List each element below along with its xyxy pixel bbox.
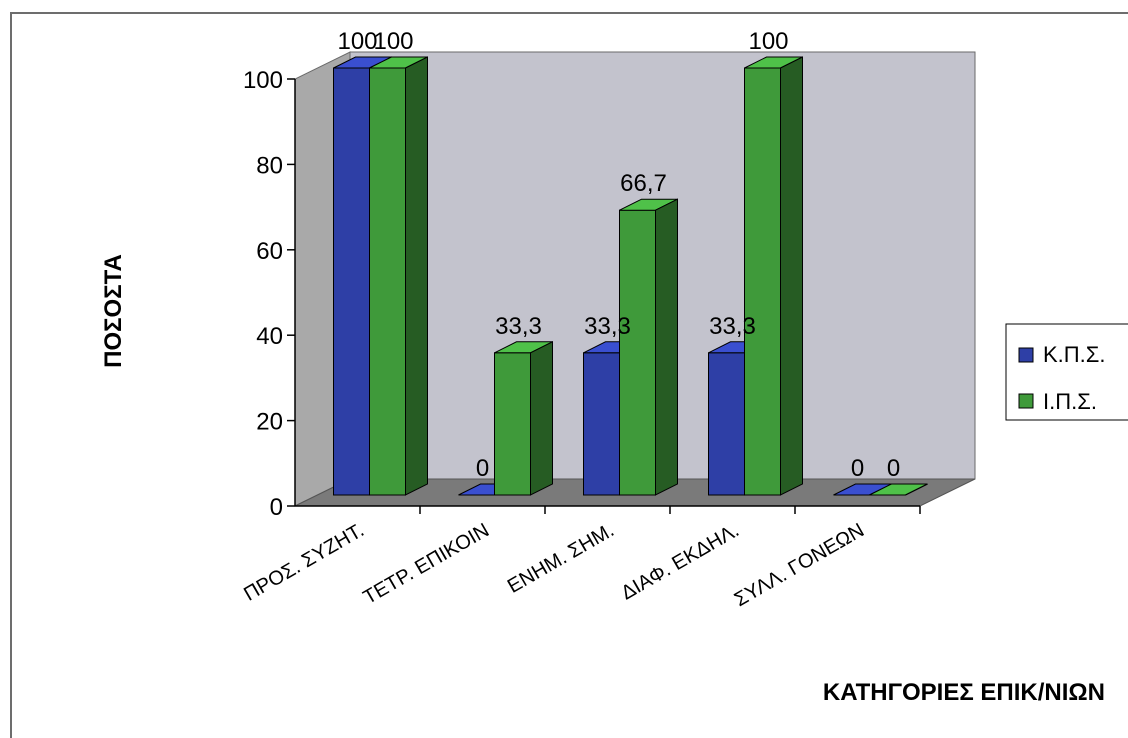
bar — [869, 483, 928, 496]
data-label: 66,7 — [620, 170, 667, 197]
x-tick-label: ΕΝΗΜ. ΣΗΜ. — [504, 519, 618, 598]
chart-frame — [10, 12, 1128, 738]
bar-front — [708, 352, 745, 496]
data-label: 0 — [887, 455, 900, 482]
bar — [744, 56, 803, 496]
bar-front — [369, 67, 406, 496]
data-label: 100 — [373, 28, 413, 55]
data-label: 33,3 — [709, 313, 756, 340]
y-axis: 0 20 40 60 80 100 — [243, 67, 921, 521]
bars — [333, 56, 928, 496]
y-axis-title: ΠΟΣΟΣΤΑ — [100, 254, 127, 368]
bar-side — [905, 483, 928, 496]
bar — [619, 198, 678, 496]
x-tick-label: ΣΥΛΛ. ΓΟΝΕΩΝ — [731, 519, 868, 611]
x-axis-labels: ΠΡΟΣ. ΣΥΖΗΤ.ΤΕΤΡ. ΕΠΙΚΟΙΝ ΕΝΗΜ. ΣΗΜ. ΔΙΑΦ.… — [240, 519, 868, 611]
y-tick-label: 80 — [256, 152, 283, 179]
bar-side — [655, 198, 678, 496]
bar-front — [583, 352, 620, 496]
legend-label-ips: Ι.Π.Σ. — [1043, 389, 1097, 414]
bar-side — [780, 56, 803, 496]
legend-swatch-kps — [1018, 347, 1034, 363]
y-tick-label: 20 — [256, 409, 283, 436]
y-tick-label: 60 — [256, 238, 283, 265]
bar-front — [744, 67, 781, 496]
bar-front — [619, 209, 656, 496]
data-label: 33,3 — [495, 313, 542, 340]
data-label: 100 — [337, 28, 377, 55]
bar-side — [530, 340, 553, 496]
bar — [494, 340, 553, 496]
y-tick-label: 100 — [243, 67, 283, 94]
data-label: 0 — [476, 455, 489, 482]
legend: Κ.Π.Σ. Ι.Π.Σ. — [1005, 323, 1128, 421]
bar-front — [494, 352, 531, 496]
x-tick-label: ΤΕΤΡ. ΕΠΙΚΟΙΝ — [360, 519, 493, 609]
y-tick-label: 40 — [256, 323, 283, 350]
bar-side — [405, 56, 428, 496]
x-tick-label: ΠΡΟΣ. ΣΥΖΗΤ. — [240, 519, 368, 605]
x-axis-title: ΚΑΤΗΓΟΡΙΕΣ ΕΠΙΚ/ΝΙΩΝ — [823, 679, 1105, 706]
legend-label-kps: Κ.Π.Σ. — [1043, 342, 1106, 367]
bar — [369, 56, 428, 496]
legend-swatch-ips — [1018, 393, 1034, 409]
x-tick-label: ΔΙΑΦ. ΕΚΔΗΛ. — [618, 519, 743, 604]
data-label: 0 — [851, 455, 864, 482]
y-tick-label: 0 — [270, 494, 283, 521]
data-label: 33,3 — [584, 313, 631, 340]
data-label: 100 — [748, 28, 788, 55]
bar-front — [333, 67, 370, 496]
